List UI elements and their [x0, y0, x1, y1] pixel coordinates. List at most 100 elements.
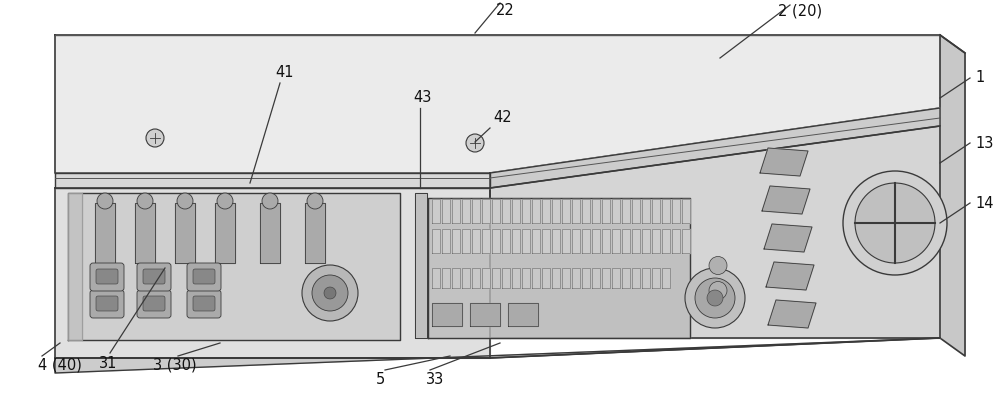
Polygon shape [762, 186, 810, 214]
Polygon shape [542, 199, 550, 223]
Polygon shape [432, 229, 440, 253]
Polygon shape [432, 268, 440, 288]
Polygon shape [682, 229, 690, 253]
FancyBboxPatch shape [193, 269, 215, 284]
Polygon shape [442, 268, 450, 288]
Text: 5: 5 [375, 372, 385, 387]
Polygon shape [672, 199, 680, 223]
Circle shape [177, 193, 193, 209]
Polygon shape [462, 268, 470, 288]
Circle shape [709, 256, 727, 275]
Polygon shape [592, 268, 600, 288]
Polygon shape [632, 268, 640, 288]
Text: 31: 31 [99, 356, 117, 371]
Text: 41: 41 [276, 65, 294, 80]
Polygon shape [508, 303, 538, 326]
Polygon shape [662, 229, 670, 253]
Polygon shape [215, 203, 235, 263]
Polygon shape [512, 229, 520, 253]
Polygon shape [652, 199, 660, 223]
Circle shape [695, 278, 735, 318]
Circle shape [97, 193, 113, 209]
Polygon shape [602, 199, 610, 223]
FancyBboxPatch shape [143, 269, 165, 284]
FancyBboxPatch shape [187, 263, 221, 291]
Polygon shape [632, 199, 640, 223]
FancyBboxPatch shape [143, 296, 165, 311]
Polygon shape [632, 229, 640, 253]
Polygon shape [512, 199, 520, 223]
Polygon shape [482, 268, 490, 288]
Polygon shape [532, 268, 540, 288]
Polygon shape [532, 229, 540, 253]
Circle shape [262, 193, 278, 209]
Polygon shape [612, 199, 620, 223]
FancyBboxPatch shape [96, 269, 118, 284]
FancyBboxPatch shape [187, 290, 221, 318]
Polygon shape [482, 199, 490, 223]
Text: 22: 22 [496, 3, 514, 18]
Polygon shape [55, 173, 490, 188]
Polygon shape [662, 268, 670, 288]
Polygon shape [462, 229, 470, 253]
Polygon shape [766, 262, 814, 290]
Polygon shape [415, 193, 427, 338]
Polygon shape [492, 199, 500, 223]
Polygon shape [622, 229, 630, 253]
Polygon shape [562, 229, 570, 253]
Text: 13: 13 [975, 135, 993, 150]
Circle shape [307, 193, 323, 209]
Polygon shape [522, 268, 530, 288]
Text: 2 (20): 2 (20) [778, 3, 822, 18]
Polygon shape [562, 199, 570, 223]
Polygon shape [592, 229, 600, 253]
Polygon shape [592, 199, 600, 223]
Circle shape [707, 290, 723, 306]
Circle shape [146, 129, 164, 147]
Polygon shape [492, 229, 500, 253]
Polygon shape [764, 224, 812, 252]
Polygon shape [622, 199, 630, 223]
Circle shape [466, 134, 484, 152]
Polygon shape [175, 203, 195, 263]
Polygon shape [502, 199, 510, 223]
Text: 14: 14 [975, 195, 994, 211]
Polygon shape [612, 229, 620, 253]
Polygon shape [482, 229, 490, 253]
Polygon shape [472, 268, 480, 288]
Text: 1: 1 [975, 70, 984, 86]
Polygon shape [462, 199, 470, 223]
Polygon shape [490, 126, 940, 338]
Circle shape [324, 287, 336, 299]
Circle shape [217, 193, 233, 209]
Circle shape [855, 183, 935, 263]
Polygon shape [562, 268, 570, 288]
FancyBboxPatch shape [96, 296, 118, 311]
Polygon shape [452, 199, 460, 223]
Polygon shape [582, 268, 590, 288]
Polygon shape [502, 229, 510, 253]
Text: 43: 43 [413, 90, 431, 105]
Polygon shape [552, 229, 560, 253]
Polygon shape [682, 199, 690, 223]
Polygon shape [532, 199, 540, 223]
Polygon shape [432, 199, 440, 223]
Circle shape [302, 265, 358, 321]
Text: 33: 33 [426, 372, 444, 387]
Text: 4 (40): 4 (40) [38, 358, 82, 373]
FancyBboxPatch shape [90, 290, 124, 318]
Circle shape [137, 193, 153, 209]
Polygon shape [68, 193, 82, 340]
Polygon shape [452, 229, 460, 253]
Polygon shape [622, 268, 630, 288]
Polygon shape [552, 199, 560, 223]
FancyBboxPatch shape [137, 290, 171, 318]
Polygon shape [542, 229, 550, 253]
Polygon shape [428, 198, 690, 338]
Polygon shape [490, 108, 940, 188]
FancyBboxPatch shape [137, 263, 171, 291]
Polygon shape [612, 268, 620, 288]
Polygon shape [55, 35, 940, 173]
Polygon shape [642, 229, 650, 253]
Polygon shape [572, 268, 580, 288]
